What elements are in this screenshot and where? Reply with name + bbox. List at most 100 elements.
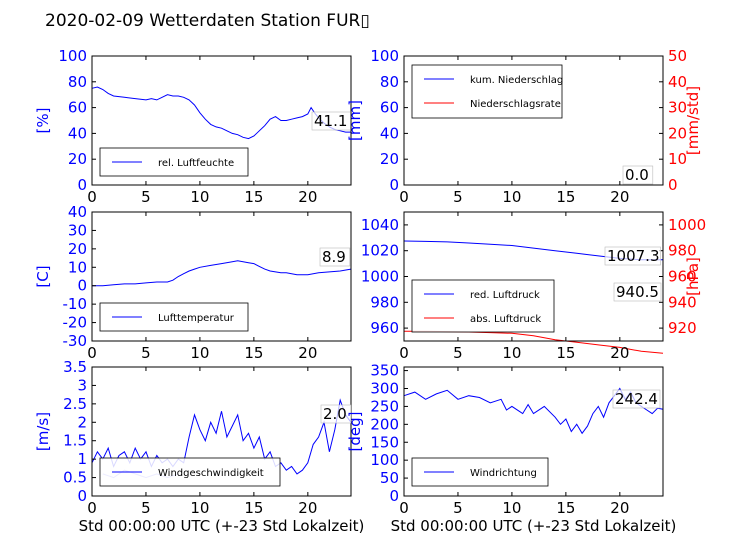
x-tick-label: 10 <box>190 188 209 206</box>
plot-frame-wind <box>91 366 352 497</box>
x-tick-label: 5 <box>453 499 463 517</box>
y2-tick-label: 1000 <box>668 216 706 234</box>
legend-label: kum. Niederschlag <box>470 75 563 86</box>
legend-label: red. Luftdruck <box>470 290 540 301</box>
x-tick-label: 20 <box>610 344 629 362</box>
x-tick-label: 15 <box>244 188 263 206</box>
legend-label: Windrichtung <box>470 468 537 479</box>
y2-tick-label: 920 <box>668 319 697 337</box>
y-tick-label: 60 <box>68 99 87 117</box>
y-tick-label: 100 <box>370 451 399 469</box>
y-tick-label: 960 <box>370 319 399 337</box>
y-tick-label: 10 <box>68 258 87 276</box>
y2-tick-label: 40 <box>668 73 687 91</box>
y-tick-label: 20 <box>68 240 87 258</box>
y-tick-label: 0 <box>389 176 399 194</box>
x-tick-label: 20 <box>298 188 317 206</box>
x-tick-label: 15 <box>556 344 575 362</box>
plot-frame-humidity <box>91 55 352 186</box>
y-tick-label: 2 <box>77 413 87 431</box>
y-tick-label: 1.5 <box>63 432 87 450</box>
x-tick-label: 5 <box>453 188 463 206</box>
current-value-box <box>622 165 654 185</box>
series-line-temperature-0 <box>92 260 352 287</box>
y-axis-label: [deg] <box>346 412 364 452</box>
y-tick-label: 1 <box>77 450 87 468</box>
y2-tick-label: 980 <box>668 242 697 260</box>
x-tick-label: 15 <box>244 344 263 362</box>
y2-tick-label: 10 <box>668 150 687 168</box>
current-value-label: 242.4 <box>615 390 658 408</box>
plot-frame-temperature <box>91 211 352 342</box>
y-tick-label: 30 <box>68 221 87 239</box>
current-value-label: 940.5 <box>616 283 659 301</box>
series-line-humidity-0 <box>91 86 351 140</box>
y-tick-label: 40 <box>68 203 87 221</box>
y-tick-label: 980 <box>370 293 399 311</box>
figure-title: 2020-02-09 Wetterdaten Station FUR▯ <box>45 11 370 31</box>
y-tick-label: 100 <box>370 47 399 65</box>
panel-temperature: 0 5 10 15 20-30-20-10010203040[C]Lufttempera… <box>34 203 352 362</box>
x-tick-label: 10 <box>502 188 521 206</box>
current-value-label: 41.1 <box>314 112 347 130</box>
legend-label: Lufttemperatur <box>158 313 235 324</box>
current-value-label: 8.9 <box>322 248 346 266</box>
current-value-label: 0.0 <box>625 166 649 184</box>
y2-tick-label: 30 <box>668 99 687 117</box>
x-tick-label: 10 <box>502 499 521 517</box>
legend-box <box>411 279 555 333</box>
current-value-label: 1007.3 <box>607 247 660 265</box>
y-tick-label: -30 <box>63 332 88 350</box>
y-tick-label: 40 <box>380 124 399 142</box>
x-tick-label: 0 <box>87 344 97 362</box>
plot-frame-direction <box>403 366 664 497</box>
x-tick-label: 20 <box>298 344 317 362</box>
y-tick-label: 0 <box>77 277 87 295</box>
x-tick-label: 20 <box>610 499 629 517</box>
legend-box <box>411 64 563 119</box>
x-tick-label: 0 <box>399 344 409 362</box>
x-tick-label: 15 <box>556 499 575 517</box>
y-tick-label: 0 <box>77 176 87 194</box>
y2-axis-label: [hPa] <box>684 257 702 296</box>
x-axis-label: Std 00:00:00 UTC (+-23 Std Lokalzeit) <box>79 517 365 535</box>
panel-precip: 0 5 10 15 20 0 20 40 60 80 100 0 10 20 30 40 50 [mm] [mm/s… <box>346 47 702 206</box>
y-tick-label: 60 <box>380 99 399 117</box>
y-tick-label: 0.5 <box>63 469 87 487</box>
panel-humidity: 0 5 10 15 20 0 20 40 60 80 100 [%] rel. Luftfeuchte 4… <box>34 47 352 206</box>
x-tick-label: 10 <box>502 344 521 362</box>
x-tick-label: 5 <box>141 344 151 362</box>
y-tick-label: 3.5 <box>63 358 87 376</box>
y2-tick-label: 940 <box>668 293 697 311</box>
y-tick-label: 300 <box>370 380 399 398</box>
legend-label: abs. Luftdruck <box>470 314 541 325</box>
y-tick-label: 150 <box>370 433 399 451</box>
x-tick-label: 0 <box>399 499 409 517</box>
y2-tick-label: 960 <box>668 268 697 286</box>
x-tick-label: 0 <box>399 188 409 206</box>
y-tick-label: 1000 <box>361 268 399 286</box>
y-tick-label: 250 <box>370 397 399 415</box>
x-tick-label: 5 <box>141 499 151 517</box>
x-tick-label: 5 <box>453 344 463 362</box>
x-tick-label: 5 <box>141 188 151 206</box>
x-axis-label: Std 00:00:00 UTC (+-23 Std Lokalzeit) <box>391 517 677 535</box>
legend-label: Niederschlagsrate <box>470 99 561 110</box>
y-tick-label: 2.5 <box>63 395 87 413</box>
x-tick-label: 10 <box>190 344 209 362</box>
y-tick-label: 20 <box>68 150 87 168</box>
current-value-box <box>612 389 661 409</box>
x-tick-label: 0 <box>87 188 97 206</box>
current-value-box <box>320 404 352 424</box>
plot-frame-precip <box>403 55 664 186</box>
y-tick-label: 40 <box>68 124 87 142</box>
panel-pressure: 0 5 10 15 20 960 980 1000 1020 1040 920 940 960 980 10… <box>361 211 706 362</box>
x-tick-label: 10 <box>190 499 209 517</box>
x-tick-label: 15 <box>244 499 263 517</box>
y2-tick-label: 50 <box>668 47 687 65</box>
y-tick-label: 0 <box>77 487 87 505</box>
x-tick-label: 15 <box>556 188 575 206</box>
y2-tick-label: 20 <box>668 124 687 142</box>
y2-axis-label: [mm/std] <box>684 86 702 155</box>
